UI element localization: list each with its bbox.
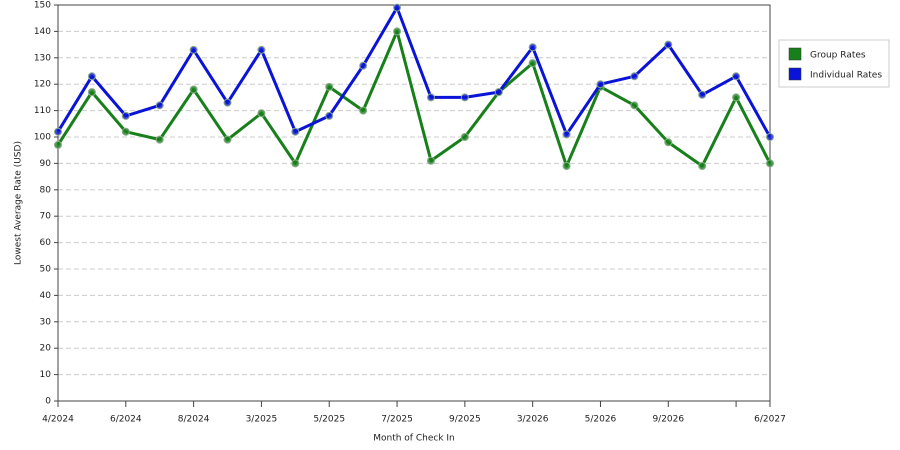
data-point — [766, 159, 774, 168]
data-point — [664, 40, 673, 49]
data-point — [189, 45, 198, 54]
data-point — [494, 88, 503, 97]
x-tick-label: 4/2024 — [42, 415, 74, 425]
y-tick-label: 10 — [40, 370, 52, 380]
data-point — [766, 133, 774, 141]
data-point — [155, 101, 164, 110]
x-tick-label: 6/2024 — [110, 415, 142, 425]
data-point — [54, 140, 62, 149]
data-point — [460, 133, 469, 141]
y-tick-label: 110 — [34, 106, 51, 116]
y-tick-label: 100 — [34, 133, 51, 143]
y-tick-label: 150 — [34, 1, 51, 11]
data-point — [291, 159, 300, 168]
legend-swatch — [788, 67, 802, 81]
data-point — [87, 72, 96, 81]
y-tick-label: 70 — [40, 212, 52, 222]
data-point — [562, 130, 571, 139]
data-point — [325, 82, 334, 91]
y-tick-label: 30 — [40, 317, 52, 327]
data-point — [393, 3, 402, 12]
x-tick-label: 6/2027 — [754, 415, 786, 425]
y-tick-label: 0 — [45, 397, 51, 407]
data-point — [426, 156, 435, 165]
y-tick-label: 90 — [40, 159, 52, 169]
data-point — [630, 72, 639, 81]
x-tick-label: 3/2026 — [517, 415, 549, 425]
x-axis-label: Month of Check In — [373, 434, 455, 444]
data-point — [325, 111, 334, 120]
x-tick-label: 8/2024 — [178, 415, 210, 425]
data-point — [359, 106, 368, 115]
data-point — [393, 27, 402, 36]
data-point — [121, 127, 130, 136]
x-tick-label: 5/2025 — [313, 415, 345, 425]
y-tick-label: 40 — [40, 291, 52, 301]
y-tick-label: 120 — [34, 80, 51, 90]
data-point — [460, 93, 469, 102]
data-point — [426, 93, 435, 102]
data-point — [223, 135, 232, 144]
plot-frame — [57, 4, 771, 402]
y-tick-label: 50 — [40, 265, 52, 275]
x-tick-label: 9/2025 — [449, 415, 481, 425]
data-point — [732, 72, 741, 81]
x-tick-label: 5/2026 — [585, 415, 617, 425]
data-point — [562, 162, 571, 171]
data-point — [257, 109, 266, 118]
data-point — [257, 45, 266, 54]
data-point — [121, 111, 130, 120]
y-tick-label: 130 — [34, 53, 51, 63]
series-line — [56, 6, 772, 138]
data-point — [528, 59, 537, 68]
series-line — [56, 29, 772, 168]
data-point — [698, 162, 707, 171]
data-point — [54, 127, 62, 136]
legend-swatch — [788, 47, 802, 61]
x-tick-label: 7/2025 — [381, 415, 413, 425]
data-point — [732, 93, 741, 102]
data-point — [291, 127, 300, 136]
y-tick-label: 60 — [40, 238, 52, 248]
data-point — [155, 135, 164, 144]
legend-label: Individual Rates — [810, 71, 882, 81]
data-point — [528, 43, 537, 52]
data-point — [630, 101, 639, 110]
data-point — [223, 98, 232, 107]
y-tick-label: 80 — [40, 185, 52, 195]
y-tick-label: 140 — [34, 27, 51, 37]
y-tick-label: 20 — [40, 344, 52, 354]
data-point — [359, 61, 368, 70]
x-tick-label: 3/2025 — [246, 415, 278, 425]
data-point — [698, 90, 707, 99]
data-point — [87, 88, 96, 97]
legend-label: Group Rates — [810, 51, 866, 61]
data-point — [189, 85, 198, 94]
y-axis-label: Lowest Average Rate (USD) — [14, 141, 24, 265]
data-point — [596, 80, 605, 89]
x-tick-label: 9/2026 — [652, 415, 684, 425]
data-point — [664, 138, 673, 147]
